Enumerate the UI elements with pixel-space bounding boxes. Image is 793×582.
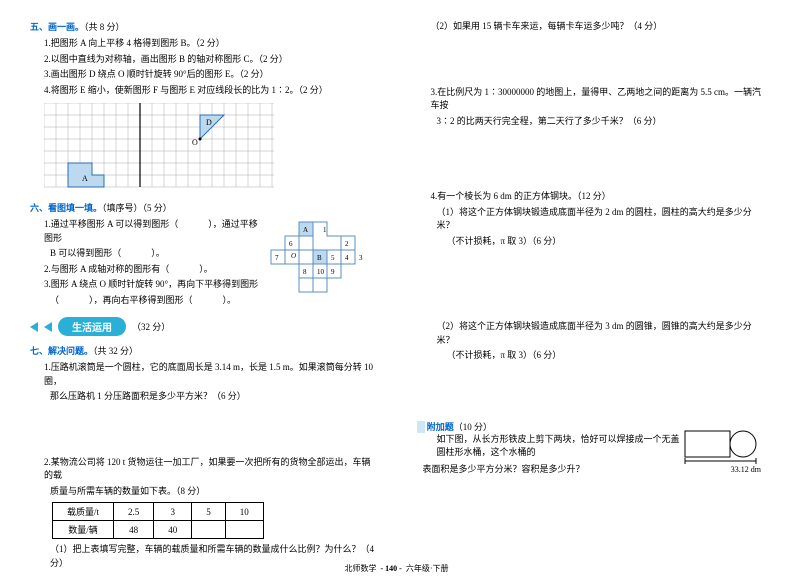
cell: 48: [114, 521, 154, 539]
svg-text:O: O: [192, 138, 198, 147]
sec6-i2b: ）。: [199, 264, 213, 274]
life-banner: 生活运用 （32 分）: [30, 317, 377, 336]
q4d: （2）将这个正方体钢块锻造成底面半径为 3 dm 的圆锥，圆锥的高大约是多少分米…: [437, 320, 764, 347]
sec5-pts: （共 8 分）: [84, 22, 125, 32]
grid-svg: A D O: [44, 103, 274, 193]
bonus-pts: （10 分）: [454, 422, 492, 432]
q4b: （1）将这个正方体钢块锻造成底面半径为 2 dm 的圆柱，圆柱的高大约是多少分米…: [437, 206, 764, 233]
sec6-head: 六、看图填一填。（填序号）（5 分）: [30, 201, 377, 214]
sec7-head: 七、解决问题。（共 32 分）: [30, 344, 377, 357]
right-column: （2）如果用 15 辆卡车来运，每辆卡车运多少吨？（4 分） 3.在比例尺为 1…: [417, 20, 764, 572]
q3a: 3.在比例尺为 1∶30000000 的地图上，量得甲、乙两地之间的距离为 5.…: [431, 86, 764, 113]
arrow-icon: [30, 322, 38, 332]
cell: 载质量/t: [53, 503, 114, 521]
sec7-q1b: 那么压路机 1 分压路面积是多少平方米？（6 分）: [50, 390, 377, 404]
svg-text:5: 5: [331, 254, 335, 262]
svg-text:7: 7: [275, 254, 279, 262]
cell: 3: [154, 503, 192, 521]
svg-text:B: B: [317, 254, 322, 262]
sec6-shapes-figure: A 1 2 3 4 5 B 6 7 8 10 9 O: [267, 218, 377, 305]
cell: [225, 521, 263, 539]
svg-text:9: 9: [331, 268, 335, 276]
page-footer: 北师数学 - 140 - 六年级·下册: [0, 563, 793, 574]
svg-text:10: 10: [317, 268, 325, 276]
bucket-figure: 33.12 dm: [683, 429, 763, 474]
left-column: 五、画一画。（共 8 分） 1.把图形 A 向上平移 4 格得到图形 B。（2 …: [30, 20, 377, 572]
svg-text:2: 2: [345, 240, 349, 248]
life-pts: （32 分）: [132, 320, 170, 333]
table-row: 载质量/t 2.5 3 5 10: [53, 503, 264, 521]
svg-text:1: 1: [323, 226, 327, 234]
life-pill: 生活运用: [58, 317, 126, 336]
q2d: （2）如果用 15 辆卡车来运，每辆卡车运多少吨？（4 分）: [431, 20, 764, 34]
sec6-i3c: ），再向右平移得到图形（: [89, 295, 193, 305]
sec6-i1a: 1.通过平移图形 A 可以得到图形（: [44, 219, 178, 229]
sec7-q1a: 1.压路机滚筒是一个圆柱，它的底面周长是 3.14 m，长是 1.5 m。如果滚…: [44, 361, 377, 388]
sec6-title: 六、看图填一填。: [30, 203, 102, 213]
q3b: 3∶2 的比两天行完全程，第二天行了多少千米？（6 分）: [437, 115, 764, 129]
square-icon: [417, 421, 425, 433]
cell: 40: [154, 521, 192, 539]
sec6-pts: （填序号）（5 分）: [102, 203, 172, 213]
sec5-i1: 1.把图形 A 向上平移 4 格得到图形 B。（2 分）: [44, 37, 377, 51]
sec5-i4: 4.将图形 E 缩小，使新图形 F 与图形 E 对应线段长的比为 1∶2。（2 …: [44, 84, 377, 98]
svg-text:3: 3: [359, 254, 363, 262]
sec6-i3d: ）。: [223, 295, 237, 305]
cell: 数量/辆: [53, 521, 114, 539]
sec7-title: 七、解决问题。: [30, 346, 93, 356]
sec6-i1d: ）。: [151, 248, 165, 258]
q4e: （不计损耗，π 取 3）（6 分）: [447, 349, 764, 363]
cell: 2.5: [114, 503, 154, 521]
sec5-i3: 3.画出图形 D 绕点 O 顺时针旋转 90°后的图形 E。（2 分）: [44, 68, 377, 82]
cell: [192, 521, 226, 539]
sec6-i3b: （: [50, 295, 59, 305]
svg-text:O: O: [291, 252, 296, 260]
cell: 5: [192, 503, 226, 521]
footer-a: 北师数学: [345, 564, 377, 573]
svg-text:4: 4: [345, 254, 349, 262]
svg-text:6: 6: [289, 240, 293, 248]
sec6-i2a: 2.与图形 A 成轴对称的图形有（: [44, 264, 169, 274]
sec5-head: 五、画一画。（共 8 分）: [30, 20, 377, 33]
svg-text:A: A: [303, 226, 308, 234]
svg-text:A: A: [82, 174, 88, 183]
bonus-head: 附加题: [427, 422, 454, 432]
sec5-title: 五、画一画。: [30, 22, 84, 32]
arrow-icon: [44, 322, 52, 332]
sec7-pts: （共 32 分）: [93, 346, 138, 356]
vehicle-table: 载质量/t 2.5 3 5 10 数量/辆 48 40: [52, 502, 264, 539]
sec7-q2b: 质量与所需车辆的数量如下表。（8 分）: [50, 485, 377, 499]
svg-text:8: 8: [303, 268, 307, 276]
sec7-q2a: 2.某物流公司将 120 t 货物运往一加工厂，如果要一次把所有的货物全部运出，…: [44, 456, 377, 483]
sec6-i1c: B 可以得到图形（: [50, 248, 121, 258]
table-row: 数量/辆 48 40: [53, 521, 264, 539]
q4a: 4.有一个棱长为 6 dm 的正方体钢块。（12 分）: [431, 190, 764, 204]
cell: 10: [225, 503, 263, 521]
sec5-i2: 2.以图中直线为对称轴，画出图形 B 的轴对称图形 C。（2 分）: [44, 53, 377, 67]
sec5-grid-figure: A D O: [44, 103, 377, 193]
svg-text:D: D: [206, 118, 212, 127]
q4c: （不计损耗，π 取 3）（6 分）: [447, 235, 764, 249]
shapes-svg: A 1 2 3 4 5 B 6 7 8 10 9 O: [267, 218, 377, 303]
footer-page: - 140 -: [381, 564, 402, 573]
footer-c: 六年级·下册: [406, 564, 449, 573]
